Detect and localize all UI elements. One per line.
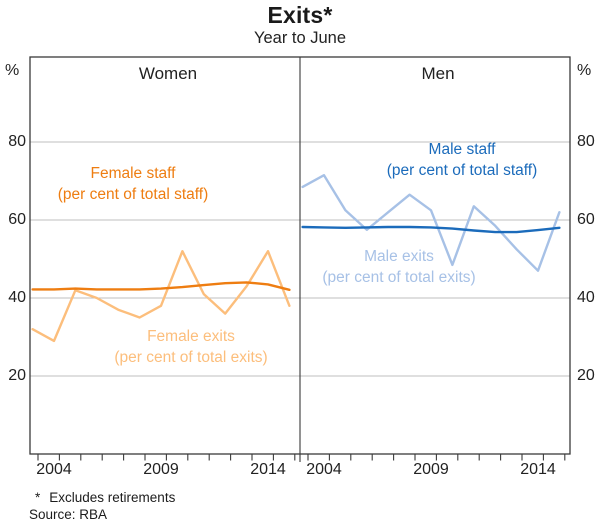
annotation-male-exits-line1: Male exits — [364, 248, 434, 265]
chart-subtitle: Year to June — [253, 29, 347, 47]
footnote-marker: * — [35, 490, 41, 505]
source-note: Source: RBA — [29, 507, 108, 522]
series-line-female-staff — [31, 281, 291, 291]
chart-title: Exits* — [267, 2, 333, 28]
annotation-female-exits-line1: Female exits — [147, 328, 235, 345]
footnote-text: Excludes retirements — [49, 490, 176, 505]
x-label-women-2014: 2014 — [250, 461, 286, 478]
x-label-women-2009: 2009 — [143, 461, 179, 478]
annotation-male-staff-line1: Male staff — [428, 141, 496, 158]
y-label-left-20: 20 — [8, 367, 26, 384]
annotation-male-staff: Male staff (per cent of total staff) — [387, 139, 537, 181]
footnote: * Excludes retirements — [35, 490, 175, 505]
y-label-left-40: 40 — [8, 289, 26, 306]
y-axis-unit-left: % — [5, 62, 20, 79]
annotation-female-exits: Female exits (per cent of total exits) — [114, 326, 267, 368]
y-label-left-80: 80 — [8, 133, 26, 150]
annotation-male-exits-line2: (per cent of total exits) — [322, 269, 476, 286]
annotation-male-staff-line2: (per cent of total staff) — [386, 162, 538, 179]
y-axis-unit-right: % — [577, 62, 592, 79]
annotation-female-staff-line1: Female staff — [90, 165, 176, 182]
y-label-right-20: 20 — [577, 367, 595, 384]
series-line-female-exits — [31, 249, 291, 343]
annotation-female-exits-line2: (per cent of total exits) — [114, 349, 268, 366]
y-label-right-60: 60 — [577, 211, 595, 228]
annotation-male-exits: Male exits (per cent of total exits) — [322, 246, 475, 288]
x-label-men-2009: 2009 — [413, 461, 449, 478]
series-line-male-staff — [301, 225, 561, 234]
x-label-women-2004: 2004 — [36, 461, 72, 478]
panel-title-women: Women — [138, 64, 198, 83]
series-line-male-exits — [301, 173, 561, 272]
panel-title-men: Men — [421, 64, 455, 83]
y-label-right-40: 40 — [577, 289, 595, 306]
y-label-left-60: 60 — [8, 211, 26, 228]
x-label-men-2014: 2014 — [520, 461, 556, 478]
x-label-men-2004: 2004 — [306, 461, 342, 478]
annotation-female-staff: Female staff (per cent of total staff) — [58, 163, 208, 205]
y-label-right-80: 80 — [577, 133, 595, 150]
annotation-female-staff-line2: (per cent of total staff) — [57, 186, 209, 203]
